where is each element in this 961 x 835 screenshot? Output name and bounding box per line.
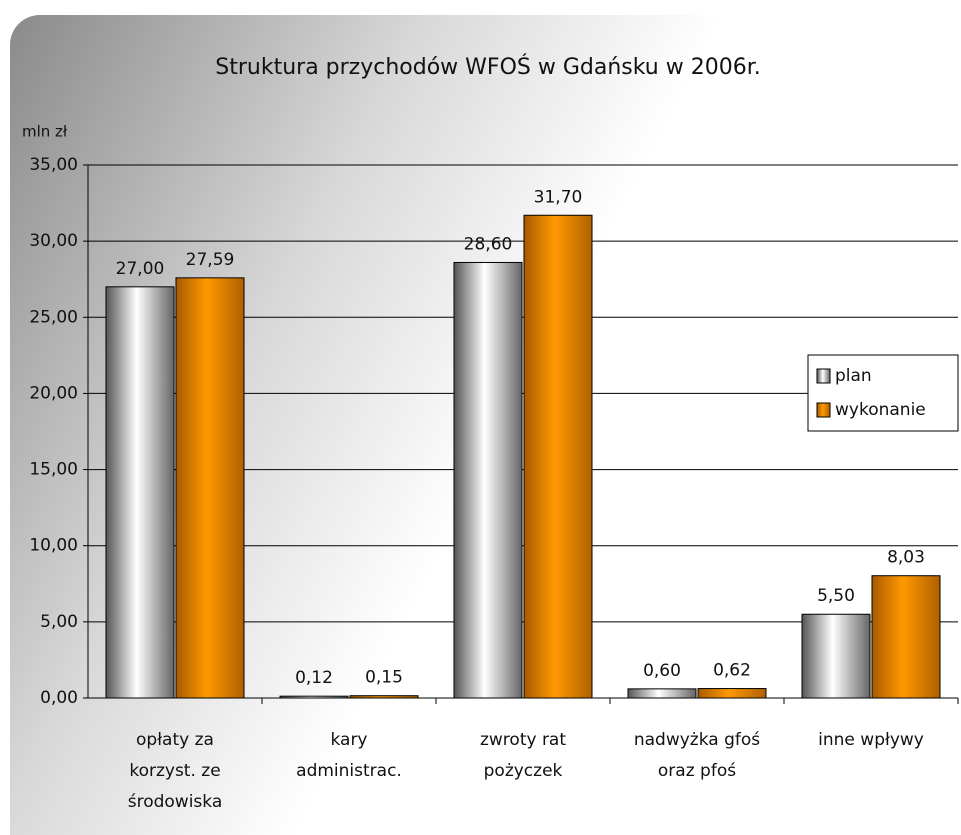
legend-swatch <box>816 402 831 418</box>
y-tick-label: 0,00 <box>40 688 78 708</box>
bar <box>627 688 697 699</box>
y-tick-label: 30,00 <box>29 231 78 251</box>
value-label: 31,70 <box>534 187 583 207</box>
bar <box>453 261 523 699</box>
x-tick-label: pożyczek <box>484 761 563 781</box>
legend-swatch <box>816 368 831 384</box>
value-label: 8,03 <box>887 548 925 568</box>
y-tick-label: 25,00 <box>29 307 78 327</box>
value-label: 0,12 <box>295 668 333 688</box>
bar <box>801 613 871 699</box>
bar <box>871 575 941 699</box>
value-label: 5,50 <box>817 586 855 606</box>
x-tick-label: środowiska <box>128 792 223 812</box>
x-tick-label: administrac. <box>296 761 402 781</box>
x-tick-label: inne wpływy <box>818 730 924 750</box>
value-label: 27,59 <box>186 250 235 270</box>
bar <box>175 277 245 699</box>
y-tick-label: 15,00 <box>29 460 78 480</box>
legend-box <box>807 354 959 432</box>
x-tick-label: zwroty rat <box>480 730 566 750</box>
x-tick-label: nadwyżka gfoś <box>634 730 760 750</box>
chart-title: Struktura przychodów WFOŚ w Gdańsku w 20… <box>215 54 760 80</box>
x-tick-label: opłaty za <box>136 730 214 750</box>
bar <box>697 688 767 699</box>
value-label: 0,15 <box>365 668 403 688</box>
x-tick-label: korzyst. ze <box>129 761 220 781</box>
y-tick-label: 20,00 <box>29 383 78 403</box>
bar <box>523 214 593 699</box>
y-tick-label: 10,00 <box>29 536 78 556</box>
y-tick-label: 5,00 <box>40 612 78 632</box>
value-label: 0,62 <box>713 661 751 681</box>
value-label: 27,00 <box>116 259 165 279</box>
x-tick-label: kary <box>330 730 367 750</box>
x-tick-label: oraz pfoś <box>658 761 736 781</box>
y-tick-label: 35,00 <box>29 155 78 175</box>
y-axis-label: mln zł <box>22 123 68 141</box>
legend-label: plan <box>835 366 872 386</box>
bar <box>105 286 175 699</box>
value-label: 0,60 <box>643 661 681 681</box>
value-label: 28,60 <box>464 234 513 254</box>
legend-label: wykonanie <box>835 400 926 420</box>
